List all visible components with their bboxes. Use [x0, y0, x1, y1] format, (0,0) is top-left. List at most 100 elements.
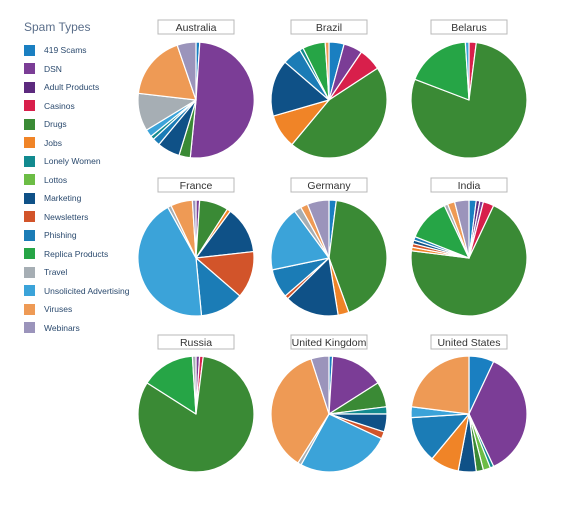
legend-label: Newsletters — [44, 211, 89, 222]
pie-title: Australia — [176, 22, 217, 34]
legend-label: Travel — [44, 267, 68, 278]
pie-slice-dsn — [189, 41, 255, 159]
legend-items: 419 Scams DSN Adult Products Casinos Drugs Jo… — [24, 41, 130, 337]
legend-label: Replica Products — [44, 248, 109, 259]
pie-title-box — [157, 334, 235, 350]
legend-item: Adult Products — [24, 78, 130, 97]
legend-swatch — [24, 81, 35, 93]
legend-swatch — [24, 285, 35, 297]
pie-title: Brazil — [316, 22, 342, 34]
pie-slice-unsolicited-advertising — [137, 206, 203, 317]
legend-item: DSN — [24, 60, 130, 79]
pie-slice-unsolicited-advertising — [270, 210, 330, 271]
pie-slice-replica-products — [414, 41, 470, 101]
pie-slice-webinars — [453, 199, 470, 259]
pie-chart-france: France — [137, 177, 255, 317]
legend-item: Jobs — [24, 134, 130, 153]
legend-label: Viruses — [44, 304, 73, 315]
pie-slice-travel — [191, 355, 197, 415]
pie-slice-replica-products — [146, 355, 197, 415]
pie-slice-marketing — [287, 257, 339, 317]
pie-title: United Kingdom — [292, 337, 367, 349]
legend-item: Drugs — [24, 115, 130, 134]
legend-label: Phishing — [44, 230, 77, 241]
pie-title: France — [180, 180, 213, 192]
legend-label: Casinos — [44, 100, 75, 111]
legend-item: Unsolicited Advertising — [24, 282, 130, 301]
pie-slice-marketing — [270, 61, 330, 117]
pie-title-box — [157, 177, 235, 193]
pie-title-box — [290, 177, 368, 193]
pie-slice-dsn — [328, 355, 379, 415]
pie-title-box — [430, 334, 508, 350]
pie-chart-brazil: Brazil — [270, 19, 388, 159]
legend-label: Unsolicited Advertising — [44, 285, 130, 296]
legend-swatch — [24, 44, 35, 56]
legend-swatch — [24, 155, 35, 167]
pie-title-box — [157, 19, 235, 35]
pie-chart-germany: Germany — [270, 177, 388, 317]
pie-slice-viruses — [270, 358, 330, 464]
legend-label: Webinars — [44, 322, 80, 333]
pie-chart-belarus: Belarus — [410, 19, 528, 159]
pie-chart-russia: Russia — [137, 334, 255, 473]
pie-chart-united-states: United States — [410, 334, 528, 473]
legend-item: Viruses — [24, 300, 130, 319]
legend-item: Marketing — [24, 189, 130, 208]
pie-slice-drugs — [410, 204, 528, 317]
legend-swatch — [24, 229, 35, 241]
pie-title-box — [430, 177, 508, 193]
legend-swatch — [24, 137, 35, 149]
legend-swatch — [24, 248, 35, 260]
pie-title-box — [290, 19, 368, 35]
legend-swatch — [24, 174, 35, 186]
pie-title: Germany — [307, 180, 351, 192]
legend-item: Webinars — [24, 319, 130, 338]
legend-item: 419 Scams — [24, 41, 130, 60]
legend-swatch — [24, 266, 35, 278]
pie-title: India — [458, 180, 481, 192]
pie-slice-viruses — [324, 41, 330, 101]
legend-label: 419 Scams — [44, 45, 87, 56]
pie-title-box — [430, 19, 508, 35]
legend-item: Replica Products — [24, 245, 130, 264]
legend-label: Jobs — [44, 137, 62, 148]
pie-slice-viruses — [410, 355, 470, 415]
pie-slice-drugs — [291, 67, 388, 159]
pie-slice-webinars — [191, 199, 197, 259]
legend-label: Adult Products — [44, 82, 100, 93]
pie-slice-webinars — [306, 199, 330, 259]
legend-swatch — [24, 211, 35, 223]
legend-item: Travel — [24, 263, 130, 282]
pie-title-box — [290, 334, 368, 350]
pie-slice-dsn — [468, 360, 528, 468]
pie-title: United States — [437, 337, 500, 349]
legend-item: Casinos — [24, 97, 130, 116]
pie-chart-australia: Australia — [137, 19, 255, 159]
pie-chart-united-kingdom: United Kingdom — [270, 334, 388, 473]
legend: Spam Types 419 Scams DSN Adult Products Cas… — [24, 20, 130, 337]
pie-chart-india: India — [410, 177, 528, 317]
legend-item: Newsletters — [24, 208, 130, 227]
pie-slice-webinars — [176, 41, 197, 101]
pie-slice-unsolicited-advertising — [464, 41, 470, 101]
legend-swatch — [24, 322, 35, 334]
legend-item: Lonely Women — [24, 152, 130, 171]
legend-label: Marketing — [44, 193, 82, 204]
legend-swatch — [24, 303, 35, 315]
legend-item: Phishing — [24, 226, 130, 245]
legend-swatch — [24, 192, 35, 204]
legend-label: DSN — [44, 63, 62, 74]
legend-label: Lonely Women — [44, 156, 101, 167]
pie-title: Russia — [180, 337, 212, 349]
legend-label: Drugs — [44, 119, 67, 130]
legend-item: Lottos — [24, 171, 130, 190]
legend-label: Lottos — [44, 174, 68, 185]
legend-swatch — [24, 118, 35, 130]
pie-slice-webinars — [310, 355, 330, 415]
legend-swatch — [24, 100, 35, 112]
legend-title: Spam Types — [24, 20, 91, 34]
pie-title: Belarus — [451, 22, 487, 34]
pie-slice-drugs — [328, 199, 388, 314]
